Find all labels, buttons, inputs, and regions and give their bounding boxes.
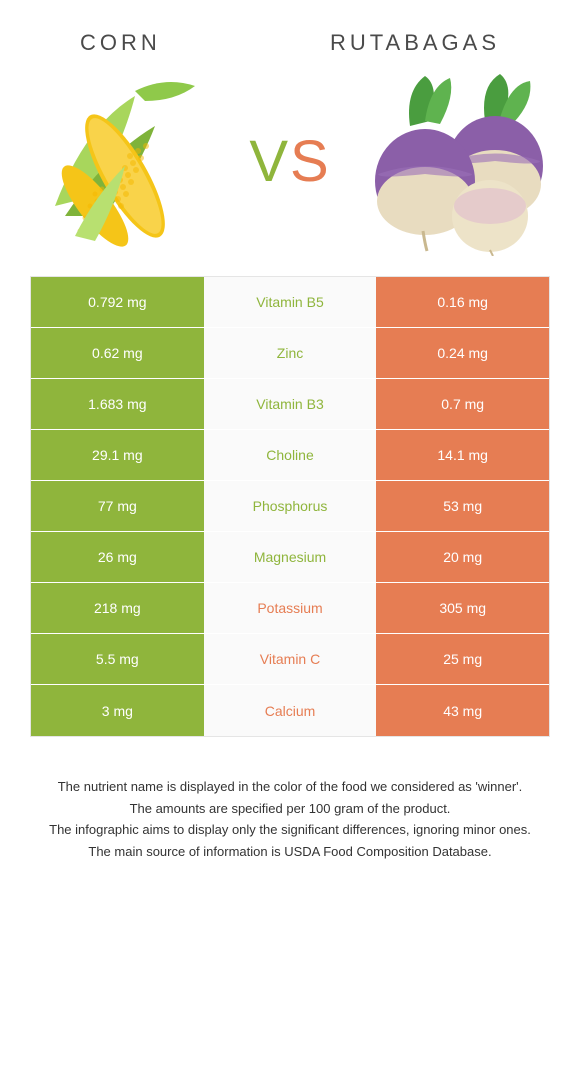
footnote-line: The main source of information is USDA F… — [40, 842, 540, 862]
cell-nutrient-label: Choline — [204, 430, 377, 480]
cell-nutrient-label: Zinc — [204, 328, 377, 378]
cell-left-value: 26 mg — [31, 532, 204, 582]
cell-nutrient-label: Vitamin B5 — [204, 277, 377, 327]
footnotes: The nutrient name is displayed in the co… — [30, 737, 550, 863]
footnote-line: The amounts are specified per 100 gram o… — [40, 799, 540, 819]
footnote-line: The infographic aims to display only the… — [40, 820, 540, 840]
vs-s: S — [290, 129, 331, 194]
cell-left-value: 29.1 mg — [31, 430, 204, 480]
table-row: 0.792 mgVitamin B50.16 mg — [31, 277, 549, 328]
rutabaga-image — [355, 66, 555, 256]
table-row: 218 mgPotassium305 mg — [31, 583, 549, 634]
cell-nutrient-label: Vitamin B3 — [204, 379, 377, 429]
cell-right-value: 14.1 mg — [376, 430, 549, 480]
cell-right-value: 25 mg — [376, 634, 549, 684]
corn-image — [25, 66, 225, 256]
cell-nutrient-label: Vitamin C — [204, 634, 377, 684]
cell-left-value: 218 mg — [31, 583, 204, 633]
cell-left-value: 5.5 mg — [31, 634, 204, 684]
cell-nutrient-label: Magnesium — [204, 532, 377, 582]
cell-right-value: 20 mg — [376, 532, 549, 582]
header: CORN RUTABAGAS — [0, 0, 580, 66]
table-row: 26 mgMagnesium20 mg — [31, 532, 549, 583]
table-row: 1.683 mgVitamin B30.7 mg — [31, 379, 549, 430]
table-row: 29.1 mgCholine14.1 mg — [31, 430, 549, 481]
vs-label: VS — [249, 128, 330, 195]
cell-left-value: 77 mg — [31, 481, 204, 531]
table-row: 5.5 mgVitamin C25 mg — [31, 634, 549, 685]
cell-right-value: 0.24 mg — [376, 328, 549, 378]
title-right: RUTABAGAS — [290, 30, 520, 56]
cell-right-value: 305 mg — [376, 583, 549, 633]
title-left: CORN — [60, 30, 290, 56]
cell-nutrient-label: Phosphorus — [204, 481, 377, 531]
cell-right-value: 0.16 mg — [376, 277, 549, 327]
comparison-table: 0.792 mgVitamin B50.16 mg0.62 mgZinc0.24… — [30, 276, 550, 737]
cell-right-value: 53 mg — [376, 481, 549, 531]
cell-left-value: 3 mg — [31, 685, 204, 736]
footnote-line: The nutrient name is displayed in the co… — [40, 777, 540, 797]
table-row: 77 mgPhosphorus53 mg — [31, 481, 549, 532]
cell-nutrient-label: Calcium — [204, 685, 377, 736]
cell-left-value: 0.792 mg — [31, 277, 204, 327]
table-row: 3 mgCalcium43 mg — [31, 685, 549, 736]
cell-left-value: 1.683 mg — [31, 379, 204, 429]
cell-right-value: 43 mg — [376, 685, 549, 736]
cell-left-value: 0.62 mg — [31, 328, 204, 378]
cell-right-value: 0.7 mg — [376, 379, 549, 429]
table-row: 0.62 mgZinc0.24 mg — [31, 328, 549, 379]
vs-v: V — [249, 129, 290, 194]
images-row: VS — [0, 66, 580, 276]
cell-nutrient-label: Potassium — [204, 583, 377, 633]
